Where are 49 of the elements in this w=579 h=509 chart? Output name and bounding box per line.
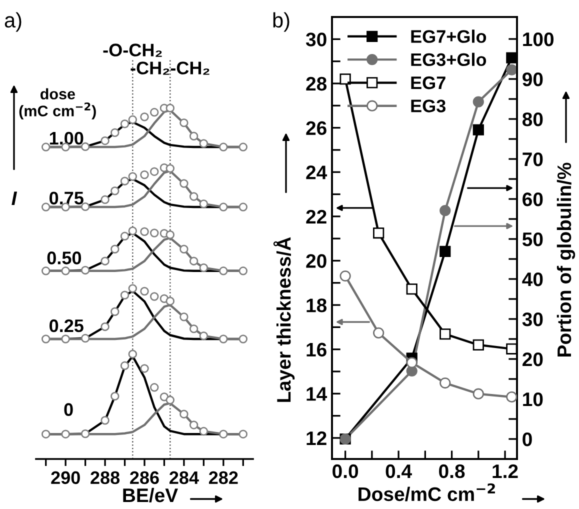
y-tick-label: 20	[306, 254, 326, 268]
legend-label: EG7	[411, 76, 446, 90]
y2-axis-title: Portion of globulin/%	[556, 162, 576, 356]
y2-tick-label: 50	[522, 232, 543, 246]
x-axis-title: BE/eV	[123, 488, 178, 502]
y-tick-label: 24	[306, 166, 328, 180]
y2-tick-label: 90	[522, 72, 543, 86]
annotation: 1.00	[50, 132, 84, 145]
y2-tick-label: 10	[523, 392, 543, 406]
y2-tick-label: 30	[522, 312, 543, 326]
y2-tick-label: 100	[523, 32, 554, 46]
y-tick-label: 16	[306, 342, 326, 357]
x-tick-label: 0.4	[386, 464, 412, 478]
y2-tick-label: 20	[522, 352, 543, 366]
y-tick-label: 22	[306, 210, 326, 224]
legend-label: EG3	[411, 100, 446, 112]
y-axis-title: I	[12, 192, 18, 206]
y-tick-label: 28	[306, 76, 327, 91]
x-tick-label: 0.8	[439, 464, 465, 478]
x-tick-label: 290	[51, 471, 80, 484]
y-tick-label: 14	[306, 387, 328, 401]
y-tick-label: 18	[306, 298, 327, 312]
legend-label: EG3+Glo	[411, 52, 486, 66]
annotation: dose (mC cm$^{−2}$)	[19, 88, 96, 120]
ref-line-label: -O-CH₂	[103, 44, 162, 57]
annotation: 0.25	[50, 319, 84, 332]
annotation: 0	[64, 403, 73, 416]
y2-tick-label: 70	[522, 152, 543, 166]
ref-line-label: -CH₂-CH₂	[130, 62, 210, 75]
x-tick-label: 0.0	[332, 464, 358, 478]
chart-title: b)	[273, 12, 290, 32]
annotation: 0.50	[47, 252, 82, 264]
y2-tick-label: 0	[522, 432, 532, 446]
y2-tick-label: 40	[522, 272, 543, 286]
x-tick-label: 284	[170, 471, 199, 484]
x-tick-label: 282	[208, 471, 238, 484]
y-tick-label: 30	[306, 32, 326, 46]
legend-label: EG7+Glo	[411, 30, 486, 43]
x-tick-label: 288	[90, 471, 120, 484]
x-tick-label: 286	[130, 471, 159, 484]
x-tick-label: 1.2	[492, 464, 518, 478]
y-tick-label: 12	[306, 431, 326, 445]
y2-tick-label: 80	[522, 112, 543, 126]
y2-tick-label: 60	[522, 192, 543, 206]
chart-title: a)	[4, 12, 22, 32]
annotation: 0.75	[50, 192, 84, 204]
y-axis-title: Layer thickness/Å	[273, 237, 295, 402]
y-tick-label: 26	[306, 121, 326, 136]
x-axis-title: Dose/mC cm$^{−2}$	[358, 483, 495, 502]
